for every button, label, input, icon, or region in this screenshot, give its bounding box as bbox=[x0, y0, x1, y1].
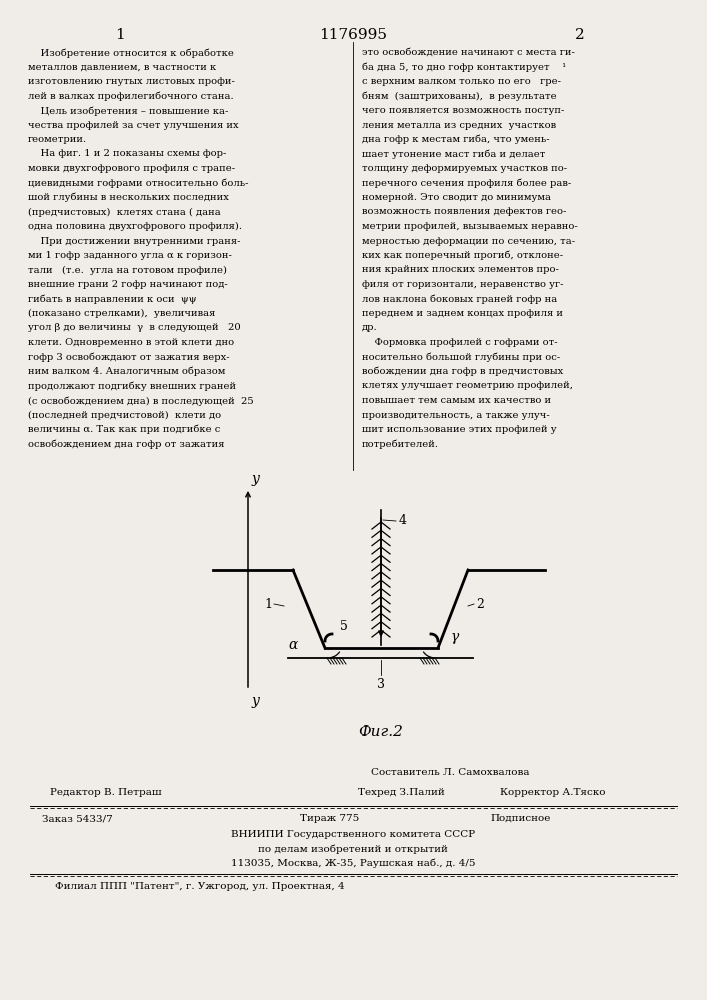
Text: 1176995: 1176995 bbox=[319, 28, 387, 42]
Text: Формовка профилей с гофрами от-: Формовка профилей с гофрами от- bbox=[362, 338, 558, 347]
Text: номерной. Это сводит до минимума: номерной. Это сводит до минимума bbox=[362, 193, 551, 202]
Text: гибать в направлении к оси  ψψ: гибать в направлении к оси ψψ bbox=[28, 294, 197, 304]
Text: геометрии.: геометрии. bbox=[28, 135, 87, 144]
Text: шой глубины в нескольких последних: шой глубины в нескольких последних bbox=[28, 193, 229, 202]
Text: При достижении внутренними граня-: При достижении внутренними граня- bbox=[28, 236, 240, 245]
Text: бням  (заштрихованы),  в результате: бням (заштрихованы), в результате bbox=[362, 92, 556, 101]
Text: Составитель Л. Самохвалова: Составитель Л. Самохвалова bbox=[370, 768, 530, 777]
Text: ми 1 гофр заданного угла α к горизон-: ми 1 гофр заданного угла α к горизон- bbox=[28, 251, 232, 260]
Text: тали   (т.е.  угла на готовом профиле): тали (т.е. угла на готовом профиле) bbox=[28, 265, 227, 275]
Text: 3: 3 bbox=[377, 678, 385, 691]
Text: 1: 1 bbox=[264, 597, 272, 610]
Text: угол β до величины  γ  в следующей   20: угол β до величины γ в следующей 20 bbox=[28, 324, 241, 332]
Text: вобождении дна гофр в предчистовых: вобождении дна гофр в предчистовых bbox=[362, 367, 563, 376]
Text: внешние грани 2 гофр начинают под-: внешние грани 2 гофр начинают под- bbox=[28, 280, 228, 289]
Text: клетях улучшает геометрию профилей,: клетях улучшает геометрию профилей, bbox=[362, 381, 573, 390]
Text: ких как поперечный прогиб, отклоне-: ких как поперечный прогиб, отклоне- bbox=[362, 251, 563, 260]
Text: 1: 1 bbox=[115, 28, 125, 42]
Text: изготовлению гнутых листовых профи-: изготовлению гнутых листовых профи- bbox=[28, 77, 235, 86]
Text: На фиг. 1 и 2 показаны схемы фор-: На фиг. 1 и 2 показаны схемы фор- bbox=[28, 149, 226, 158]
Text: чества профилей за счет улучшения их: чества профилей за счет улучшения их bbox=[28, 120, 239, 129]
Text: ВНИИПИ Государственного комитета СССР: ВНИИПИ Государственного комитета СССР bbox=[231, 830, 475, 839]
Text: переднем и заднем концах профиля и: переднем и заднем концах профиля и bbox=[362, 309, 563, 318]
Text: продолжают подгибку внешних граней: продолжают подгибку внешних граней bbox=[28, 381, 236, 391]
Text: чего появляется возможность поступ-: чего появляется возможность поступ- bbox=[362, 106, 564, 115]
Text: Цель изобретения – повышение ка-: Цель изобретения – повышение ка- bbox=[28, 106, 228, 115]
Text: α: α bbox=[288, 638, 298, 652]
Text: ним валком 4. Аналогичным образом: ним валком 4. Аналогичным образом bbox=[28, 367, 226, 376]
Text: клети. Одновременно в этой клети дно: клети. Одновременно в этой клети дно bbox=[28, 338, 234, 347]
Text: ния крайних плоских элементов про-: ния крайних плоских элементов про- bbox=[362, 265, 559, 274]
Text: толщину деформируемых участков по-: толщину деформируемых участков по- bbox=[362, 164, 567, 173]
Text: одна половина двухгофрового профиля).: одна половина двухгофрового профиля). bbox=[28, 222, 242, 231]
Text: (последней предчистовой)  клети до: (последней предчистовой) клети до bbox=[28, 410, 221, 420]
Text: γ: γ bbox=[451, 630, 460, 644]
Text: шает утонение маст гиба и делает: шает утонение маст гиба и делает bbox=[362, 149, 545, 159]
Text: (предчистовых)  клетях стана ( дана: (предчистовых) клетях стана ( дана bbox=[28, 208, 221, 217]
Text: Корректор А.Тяско: Корректор А.Тяско bbox=[500, 788, 605, 797]
Text: по делам изобретений и открытий: по делам изобретений и открытий bbox=[258, 844, 448, 854]
Text: ба дна 5, то дно гофр контактирует    ¹: ба дна 5, то дно гофр контактирует ¹ bbox=[362, 62, 566, 72]
Text: мерностью деформации по сечению, та-: мерностью деформации по сечению, та- bbox=[362, 236, 575, 245]
Text: филя от горизонтали, неравенство уг-: филя от горизонтали, неравенство уг- bbox=[362, 280, 563, 289]
Text: возможность появления дефектов гео-: возможность появления дефектов гео- bbox=[362, 208, 566, 217]
Text: лей в валках профилегибочного стана.: лей в валках профилегибочного стана. bbox=[28, 92, 233, 101]
Text: производительность, а также улуч-: производительность, а также улуч- bbox=[362, 410, 550, 420]
Text: y: y bbox=[252, 472, 260, 486]
Text: (с освобождением дна) в последующей  25: (с освобождением дна) в последующей 25 bbox=[28, 396, 254, 406]
Text: Редактор В. Петраш: Редактор В. Петраш bbox=[50, 788, 162, 797]
Text: y: y bbox=[252, 694, 260, 708]
Text: Филиал ППП "Патент", г. Ужгород, ул. Проектная, 4: Филиал ППП "Патент", г. Ужгород, ул. Про… bbox=[55, 882, 344, 891]
Text: Тираж 775: Тираж 775 bbox=[300, 814, 360, 823]
Text: Фиг.2: Фиг.2 bbox=[358, 725, 404, 739]
Text: (показано стрелками),  увеличивая: (показано стрелками), увеличивая bbox=[28, 309, 216, 318]
Text: гофр 3 освобождают от зажатия верх-: гофр 3 освобождают от зажатия верх- bbox=[28, 353, 230, 362]
Text: 4: 4 bbox=[399, 514, 407, 526]
Text: 2: 2 bbox=[476, 597, 484, 610]
Text: циевидными гофрами относительно боль-: циевидными гофрами относительно боль- bbox=[28, 178, 248, 188]
Text: носительно большой глубины при ос-: носительно большой глубины при ос- bbox=[362, 353, 560, 362]
Text: Изобретение относится к обработке: Изобретение относится к обработке bbox=[28, 48, 234, 57]
Text: перечного сечения профиля более рав-: перечного сечения профиля более рав- bbox=[362, 178, 571, 188]
Text: Заказ 5433/7: Заказ 5433/7 bbox=[42, 814, 112, 823]
Text: Техред З.Палий: Техред З.Палий bbox=[358, 788, 445, 797]
Text: дна гофр к местам гиба, что умень-: дна гофр к местам гиба, что умень- bbox=[362, 135, 549, 144]
Text: повышает тем самым их качество и: повышает тем самым их качество и bbox=[362, 396, 551, 405]
Text: лов наклона боковых граней гофр на: лов наклона боковых граней гофр на bbox=[362, 294, 557, 304]
Text: метрии профилей, вызываемых неравно-: метрии профилей, вызываемых неравно- bbox=[362, 222, 578, 231]
Text: 2: 2 bbox=[575, 28, 585, 42]
Text: 5: 5 bbox=[340, 620, 348, 634]
Text: потребителей.: потребителей. bbox=[362, 440, 439, 449]
Text: металлов давлением, в частности к: металлов давлением, в частности к bbox=[28, 62, 216, 72]
Text: мовки двухгофрового профиля с трапе-: мовки двухгофрового профиля с трапе- bbox=[28, 164, 235, 173]
Text: величины α. Так как при подгибке с: величины α. Так как при подгибке с bbox=[28, 425, 221, 434]
Text: с верхним валком только по его   гре-: с верхним валком только по его гре- bbox=[362, 77, 561, 86]
Text: шит использование этих профилей у: шит использование этих профилей у bbox=[362, 425, 556, 434]
Text: др.: др. bbox=[362, 324, 378, 332]
Text: 113035, Москва, Ж-35, Раушская наб., д. 4/5: 113035, Москва, Ж-35, Раушская наб., д. … bbox=[230, 858, 475, 867]
Text: это освобождение начинают с места ги-: это освобождение начинают с места ги- bbox=[362, 48, 575, 57]
Text: освобождением дна гофр от зажатия: освобождением дна гофр от зажатия bbox=[28, 440, 225, 449]
Text: ления металла из средних  участков: ления металла из средних участков bbox=[362, 120, 556, 129]
Text: Подписное: Подписное bbox=[490, 814, 550, 823]
